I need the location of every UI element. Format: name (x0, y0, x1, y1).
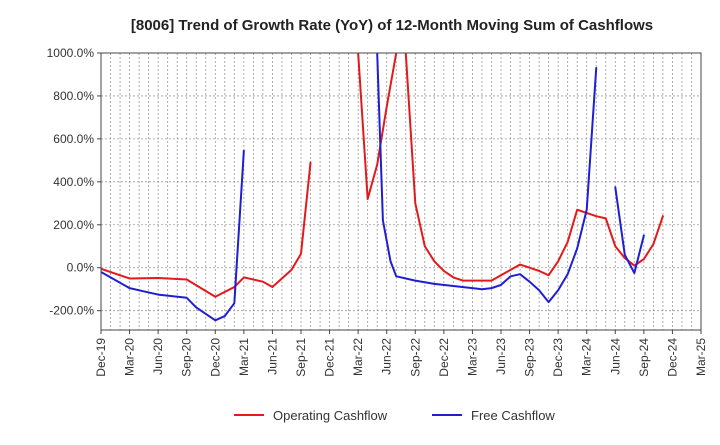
operating-cashflow-line-segment (357, 53, 398, 201)
x-tick-label: Dec-22 (437, 338, 451, 377)
x-tick-label: Jun-21 (265, 338, 279, 375)
x-tick-label: Dec-20 (208, 338, 222, 377)
y-tick-label: 0.0% (67, 261, 95, 275)
x-tick-label: Jun-24 (608, 338, 622, 375)
legend-operating-cashflow-label: Operating Cashflow (273, 408, 388, 423)
free-cashflow-line-segment (614, 186, 645, 275)
grid (101, 52, 701, 330)
y-tick-label: 1000.0% (47, 46, 95, 60)
x-tick-label: Sep-23 (523, 338, 537, 377)
x-tick-label: Dec-23 (551, 338, 565, 377)
x-axis-ticks: Dec-19 Mar-20 Jun-20 Sep-20 Dec-20 Mar-21 Jun-… (94, 330, 708, 377)
x-tick-label: Mar-21 (237, 338, 251, 376)
x-tick-label: Sep-20 (180, 338, 194, 377)
y-tick-label: 200.0% (53, 218, 94, 232)
x-tick-label: Jun-20 (151, 338, 165, 375)
x-tick-label: Sep-22 (408, 338, 422, 377)
operating-cashflow-line-segment (404, 53, 664, 282)
x-tick-label: Dec-19 (94, 338, 108, 377)
x-tick-label: Sep-21 (294, 338, 308, 377)
x-tick-label: Mar-24 (580, 338, 594, 376)
x-tick-label: Mar-25 (694, 338, 708, 376)
chart-title: [8006] Trend of Growth Rate (YoY) of 12-… (131, 17, 653, 34)
y-axis-ticks: -200.0% 0.0% 200.0% 400.0% 600.0% 800.0% 1000.… (47, 46, 101, 318)
y-tick-label: 400.0% (53, 175, 94, 189)
operating-cashflow-series (101, 53, 664, 298)
x-tick-label: Mar-22 (351, 338, 365, 376)
x-tick-label: Sep-24 (637, 338, 651, 377)
plot-area (101, 53, 664, 322)
free-cashflow-line-segment (376, 53, 598, 304)
x-tick-label: Mar-20 (123, 338, 137, 376)
free-cashflow-series (101, 53, 645, 322)
x-tick-label: Dec-24 (665, 338, 679, 377)
operating-cashflow-line-segment (101, 161, 312, 298)
plot-frame (100, 52, 702, 331)
x-tick-label: Jun-23 (494, 338, 508, 375)
y-tick-label: 800.0% (53, 89, 94, 103)
x-tick-label: Mar-23 (465, 338, 479, 376)
free-cashflow-line-segment (101, 149, 245, 322)
legend: Operating Cashflow Free Cashflow (234, 408, 555, 423)
y-tick-label: -200.0% (49, 304, 94, 318)
y-tick-label: 600.0% (53, 132, 94, 146)
legend-free-cashflow-label: Free Cashflow (471, 408, 555, 423)
x-tick-label: Dec-21 (323, 338, 337, 377)
x-tick-label: Jun-22 (380, 338, 394, 375)
